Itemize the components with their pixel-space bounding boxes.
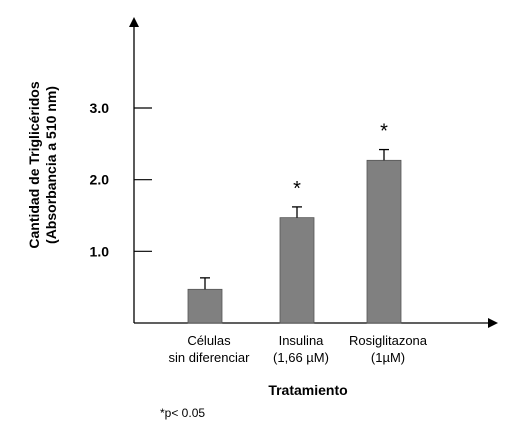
y-tick-label: 3.0 — [90, 100, 110, 116]
y-axis-arrow — [129, 17, 139, 27]
y-axis-title-line-1: Cantidad de Triglicéridos — [26, 81, 42, 248]
significance-footnote: *p< 0.05 — [160, 406, 205, 420]
x-category-label: Insulina (1,66 µM) — [273, 333, 329, 365]
x-category-label: Células sin diferenciar — [169, 333, 251, 365]
y-axis-title-line-2: (Absorbancia a 510 nm) — [43, 86, 59, 244]
x-axis-title: Tratamiento — [268, 382, 347, 398]
x-axis-arrow — [488, 318, 498, 328]
x-category-label: Rosiglitazona (1µM) — [349, 333, 428, 365]
bar — [279, 217, 315, 324]
y-tick-label: 1.0 — [90, 243, 110, 259]
y-tick-label: 2.0 — [90, 172, 110, 188]
bar — [187, 288, 223, 324]
significance-star: * — [380, 121, 388, 143]
bar — [366, 159, 402, 324]
significance-star: * — [293, 178, 301, 200]
